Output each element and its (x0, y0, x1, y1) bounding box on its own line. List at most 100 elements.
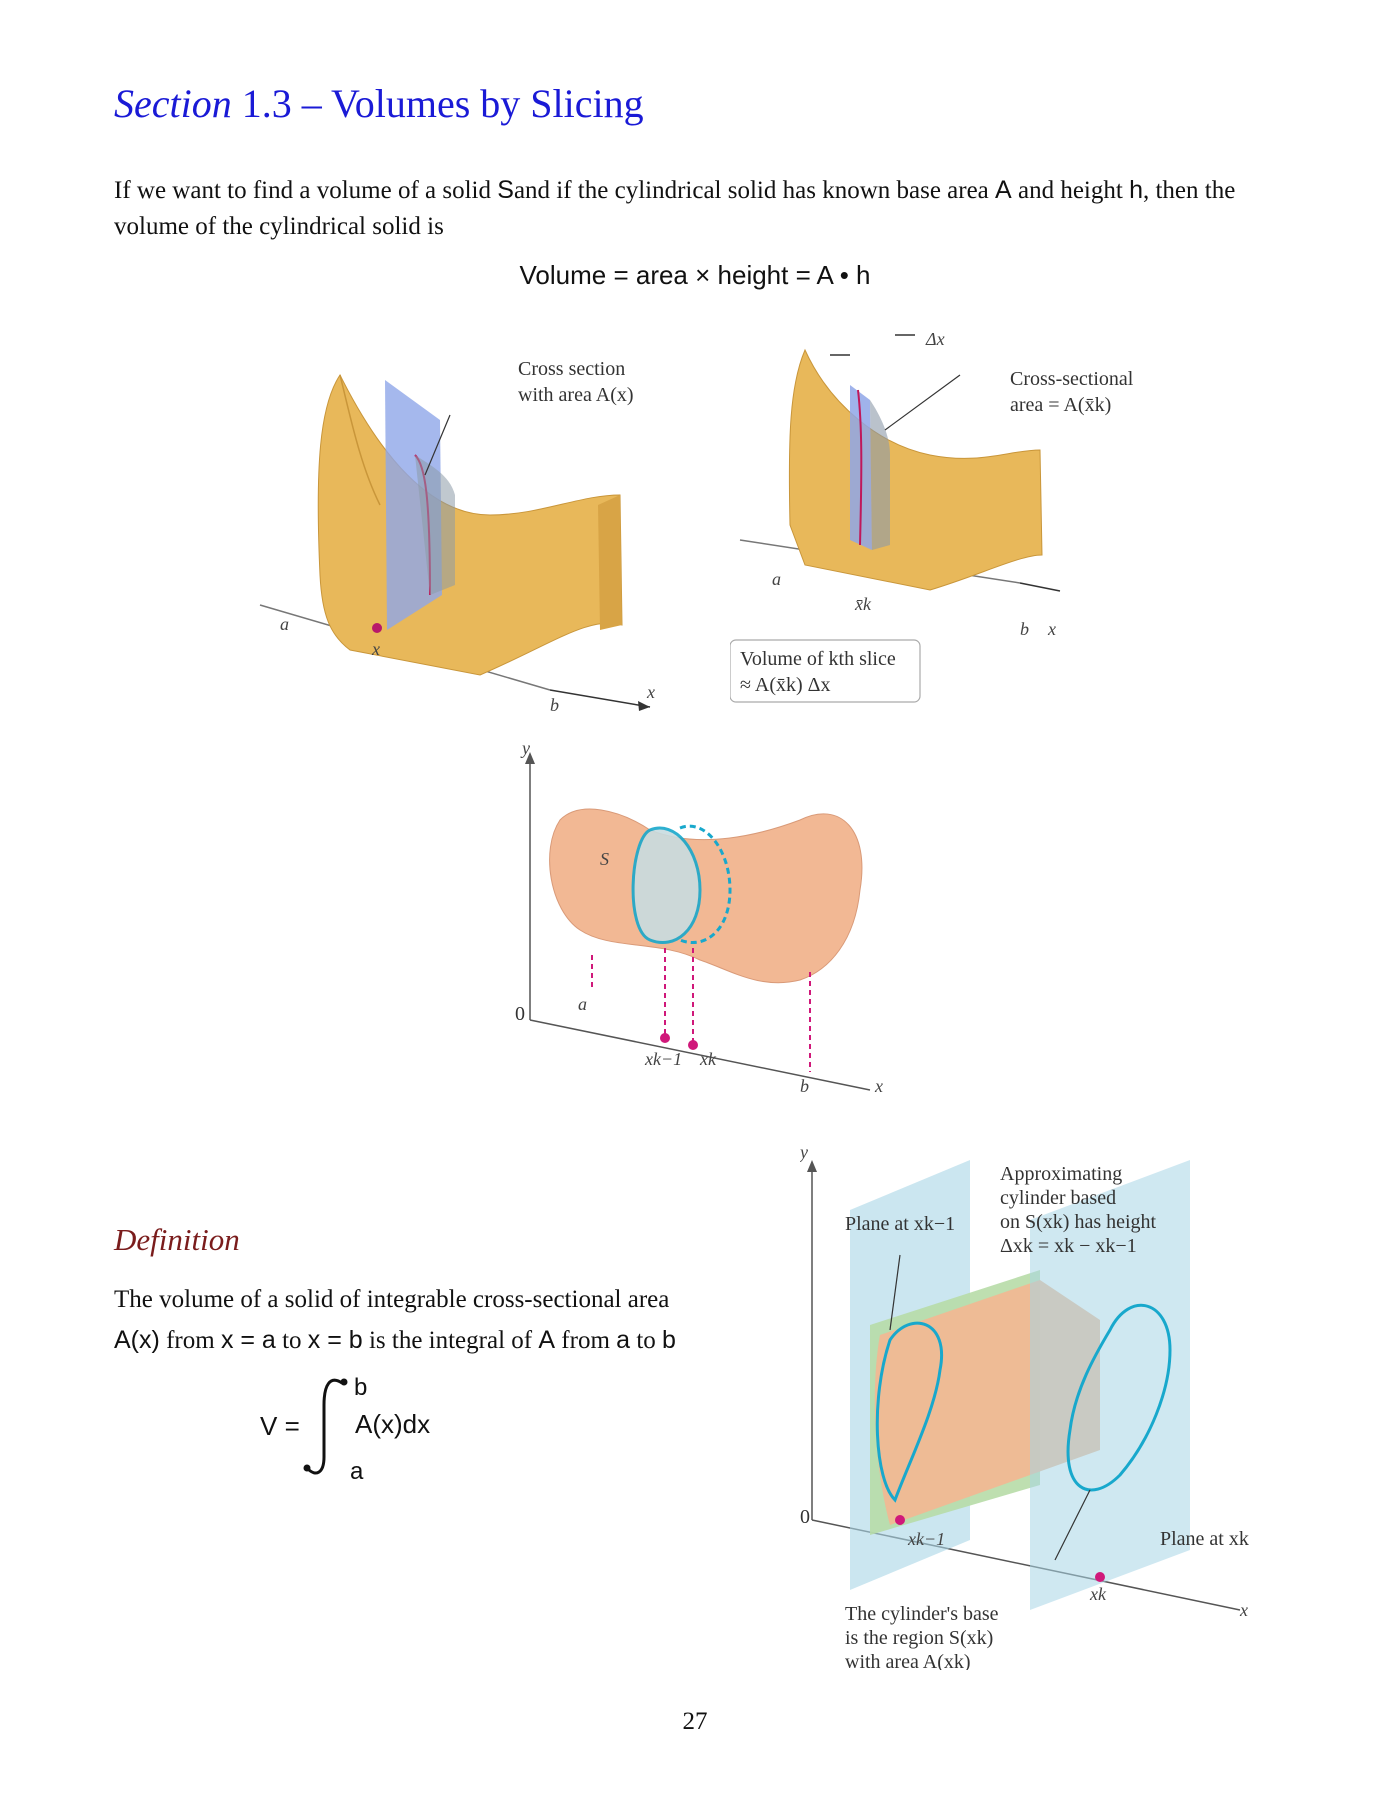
definition-heading: Definition (114, 1222, 240, 1257)
volume-formula: Volume = area × height = A • h (519, 260, 871, 290)
label-a: a (772, 569, 781, 589)
integral-v: V = (260, 1411, 300, 1441)
base-line-1: The cylinder's base (845, 1603, 999, 1625)
y-axis-arrow (525, 752, 535, 764)
solid-end (598, 495, 622, 630)
label-s: S (600, 849, 609, 869)
slice-outline-front (1066, 1303, 1172, 1492)
def-is: is the integral of (368, 1327, 533, 1354)
def-to-2: to (636, 1327, 656, 1354)
def-ax: A(x) (114, 1326, 160, 1354)
approx-line-3: on S(xk) has height (1000, 1211, 1157, 1233)
title-text: 1.3 – Volumes by Slicing (241, 81, 644, 126)
callout-leader (884, 374, 961, 431)
label-y: y (800, 1142, 808, 1162)
label-0: 0 (515, 1003, 525, 1025)
label-x-axis: x (646, 682, 655, 702)
label-0: 0 (800, 1506, 810, 1528)
point-xk (1095, 1572, 1105, 1582)
slice-shadow (870, 400, 890, 550)
def-xa: x = a (220, 1326, 276, 1354)
def-to-1: to (282, 1327, 302, 1354)
label-x: x (1239, 1600, 1248, 1620)
def-a: A (538, 1326, 556, 1354)
def-from: from (166, 1327, 215, 1354)
label-a: a (578, 994, 587, 1014)
label-y: y (520, 740, 530, 758)
x-axis-end (549, 689, 651, 708)
callout-line-2: with area A(x) (518, 384, 634, 406)
approx-line-2: cylinder based (1000, 1187, 1116, 1209)
def-line-1: The volume of a solid of integrable cros… (114, 1286, 670, 1313)
intro-text-4: , then the volume of the cylindrical sol… (114, 177, 1236, 240)
point-x (372, 623, 382, 633)
approx-line-4: Δxk = xk − xk−1 (1000, 1235, 1137, 1257)
point-xk1 (895, 1515, 905, 1525)
integral-dot-bottom (303, 1464, 311, 1472)
slice-outline-back (875, 1321, 943, 1503)
label-b: b (1020, 619, 1029, 639)
solid-s-body (549, 808, 863, 984)
callout-leader (424, 414, 451, 476)
label-b: b (800, 1076, 809, 1096)
integrand: A(x)dx (355, 1409, 430, 1439)
intro-text-2: and if the cylindrical solid has known b… (513, 177, 989, 204)
integral-dot-top (340, 1378, 348, 1386)
integral-lower: a (350, 1458, 364, 1485)
figure-solid-s: y S 0 a xk−1 xk b x (515, 740, 883, 1096)
figure-cylinder: y 0 Plane at xk−1 Approximating cylinder… (800, 1142, 1249, 1670)
leader-approx (889, 1254, 901, 1331)
plane-right-label: Plane at xk (1160, 1528, 1249, 1550)
slice-outline-left (631, 826, 702, 944)
figure-cross-section: Cross section with area A(x) a x b x (259, 358, 655, 715)
point-xk1 (660, 1033, 670, 1043)
intro-paragraph: If we want to find a volume of a solid S… (114, 172, 1294, 245)
solid-body (317, 374, 623, 676)
slice-outline-right (679, 824, 732, 944)
y-axis-arrow (807, 1160, 817, 1172)
cross-section-face (415, 455, 455, 595)
callout-line-1: Cross-sectional (1010, 368, 1134, 390)
box-line-1: Volume of kth slice (740, 648, 896, 670)
label-delta-x: Δx (925, 329, 945, 349)
intro-var-a: A (995, 176, 1012, 204)
approx-line-1: Approximating (1000, 1163, 1122, 1185)
x-axis-end (1019, 582, 1061, 592)
integral-formula: V = b A(x)dx a (260, 1374, 430, 1485)
plane-right (1030, 1160, 1190, 1610)
label-b: b (550, 695, 559, 715)
x-axis-arrow (638, 701, 650, 711)
slice-volume-box (730, 639, 921, 703)
label-xk-bar: x̄k (854, 594, 872, 614)
page-number: 27 (682, 1708, 708, 1735)
solid-body (788, 348, 1043, 591)
label-xk-1: xk−1 (644, 1049, 682, 1069)
page-title: Section 1.3 – Volumes by Slicing (114, 80, 644, 127)
integral-upper: b (354, 1374, 367, 1401)
label-xk: xk (699, 1049, 717, 1069)
def-xb: x = b (307, 1326, 363, 1354)
title-prefix: Section (114, 81, 232, 126)
label-xk: xk (1089, 1584, 1107, 1604)
integral-sign (306, 1378, 343, 1475)
def-from-2: from (561, 1327, 610, 1354)
intro-text-3: and height (1017, 177, 1123, 204)
callout-line-1: Cross section (518, 358, 625, 380)
label-x-axis: x (1047, 619, 1056, 639)
intro-var-s: S (497, 176, 514, 204)
slice-curve (857, 389, 863, 546)
label-x: x (874, 1076, 883, 1096)
solid-ridge (339, 374, 381, 506)
label-x: x (371, 639, 380, 659)
def-upper: b (662, 1326, 676, 1354)
definition-text: The volume of a solid of integrable cros… (114, 1280, 754, 1361)
base-line-2: is the region S(xk) (845, 1627, 993, 1649)
x-axis (529, 1019, 871, 1091)
figure-slice: Δx Cross-sectional area = A(x̄k) a x̄k b… (730, 329, 1134, 703)
box-line-2: ≈ A(x̄k) Δx (740, 674, 831, 696)
callout-line-2: area = A(x̄k) (1010, 394, 1111, 416)
intro-text-1: If we want to find a volume of a solid (114, 177, 491, 204)
def-lower: a (616, 1326, 631, 1354)
intro-var-h: h (1129, 176, 1143, 204)
label-xk-1: xk−1 (907, 1529, 945, 1549)
